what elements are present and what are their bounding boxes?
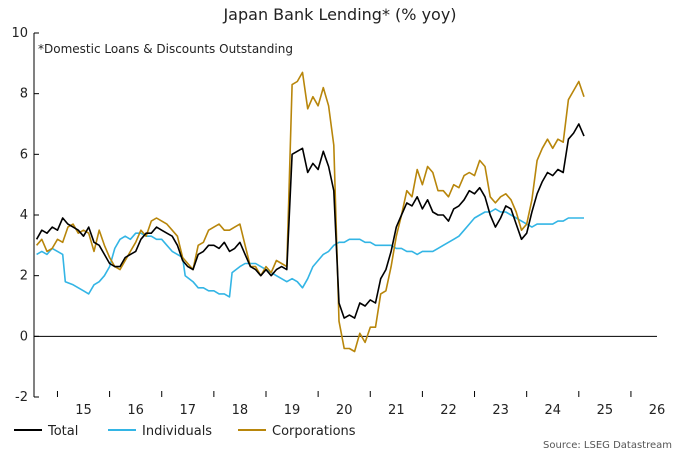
y-tick-label: 10: [11, 26, 28, 41]
series-line-individuals: [36, 208, 584, 298]
y-tick-label: -2: [15, 390, 28, 405]
x-tick-label: 18: [232, 403, 249, 418]
y-tick-label: 2: [20, 269, 28, 284]
x-tick-label: 25: [597, 403, 614, 418]
legend-label-corporations: Corporations: [272, 424, 356, 439]
y-tick-label: 0: [20, 329, 28, 344]
chart-title: Japan Bank Lending* (% yoy): [222, 5, 456, 24]
series-line-total: [35, 123, 585, 319]
x-tick-label: 15: [75, 403, 92, 418]
legend-label-individuals: Individuals: [142, 424, 212, 439]
x-tick-label: 22: [440, 403, 457, 418]
y-tick-label: 4: [20, 208, 28, 223]
y-axis: 10 8 6 4 2 0 -2: [11, 26, 39, 405]
x-tick-label: 21: [388, 403, 405, 418]
legend-label-total: Total: [47, 424, 78, 439]
source-note: Source: LSEG Datastream: [543, 440, 672, 451]
x-tick-label: 23: [492, 403, 509, 418]
x-tick-label: 17: [180, 403, 197, 418]
legend: Total Individuals Corporations: [14, 424, 356, 439]
series-lines: [35, 71, 585, 353]
y-tick-label: 6: [20, 147, 28, 162]
chart-note: *Domestic Loans & Discounts Outstanding: [38, 42, 293, 56]
x-axis: 15 16 17 18 19 20 21 22 23 24 25 26: [34, 335, 666, 418]
x-tick-label: 16: [127, 403, 144, 418]
y-tick-label: 8: [20, 87, 28, 102]
x-tick-label: 26: [649, 403, 666, 418]
x-tick-label: 20: [336, 403, 353, 418]
x-tick-label: 19: [284, 403, 301, 418]
x-tick-label: 24: [544, 403, 561, 418]
